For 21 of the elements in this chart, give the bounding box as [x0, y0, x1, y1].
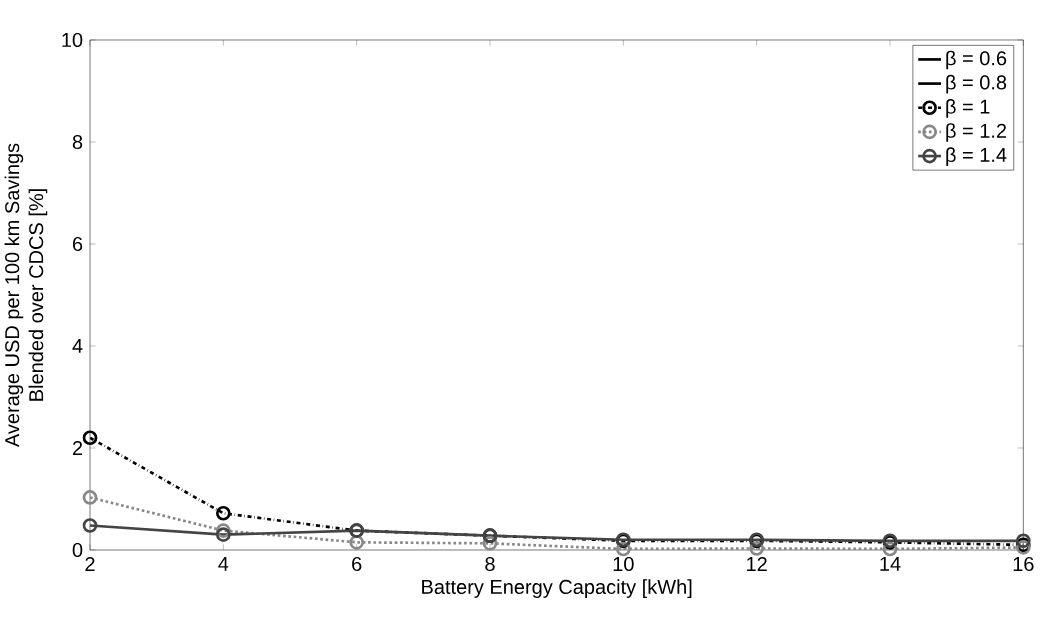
y-tick-label: 6	[72, 236, 83, 252]
y-tick-label: 10	[62, 32, 83, 48]
x-tick-label: 2	[85, 556, 95, 571]
y-tick-label: 4	[72, 339, 83, 353]
legend-label: β = 1.2	[946, 123, 1007, 142]
legend-label: β = 1	[946, 99, 990, 118]
x-tick-label: 12	[747, 556, 767, 571]
legend-label: β = 0.6	[946, 50, 1007, 70]
x-tick-label: 6	[352, 556, 362, 572]
x-tick-label: 4	[218, 556, 229, 571]
y-axis-title: Average USD per 100 km Savings Blended over CDCS [%]	[4, 143, 48, 448]
x-tick-label: 14	[880, 556, 901, 571]
y-tick-label: 2	[72, 441, 83, 455]
legend-label: β = 0.8	[946, 74, 1007, 94]
x-axis-title: Battery Energy Capacity [kWh]	[422, 579, 692, 598]
y-tick-label: 8	[72, 134, 83, 150]
y-tick-label: 0	[72, 542, 83, 558]
x-tick-label: 16	[1013, 556, 1034, 572]
x-tick-label: 8	[485, 556, 495, 572]
x-tick-label: 10	[613, 556, 634, 572]
legend-label: β = 1.4	[946, 147, 1007, 166]
